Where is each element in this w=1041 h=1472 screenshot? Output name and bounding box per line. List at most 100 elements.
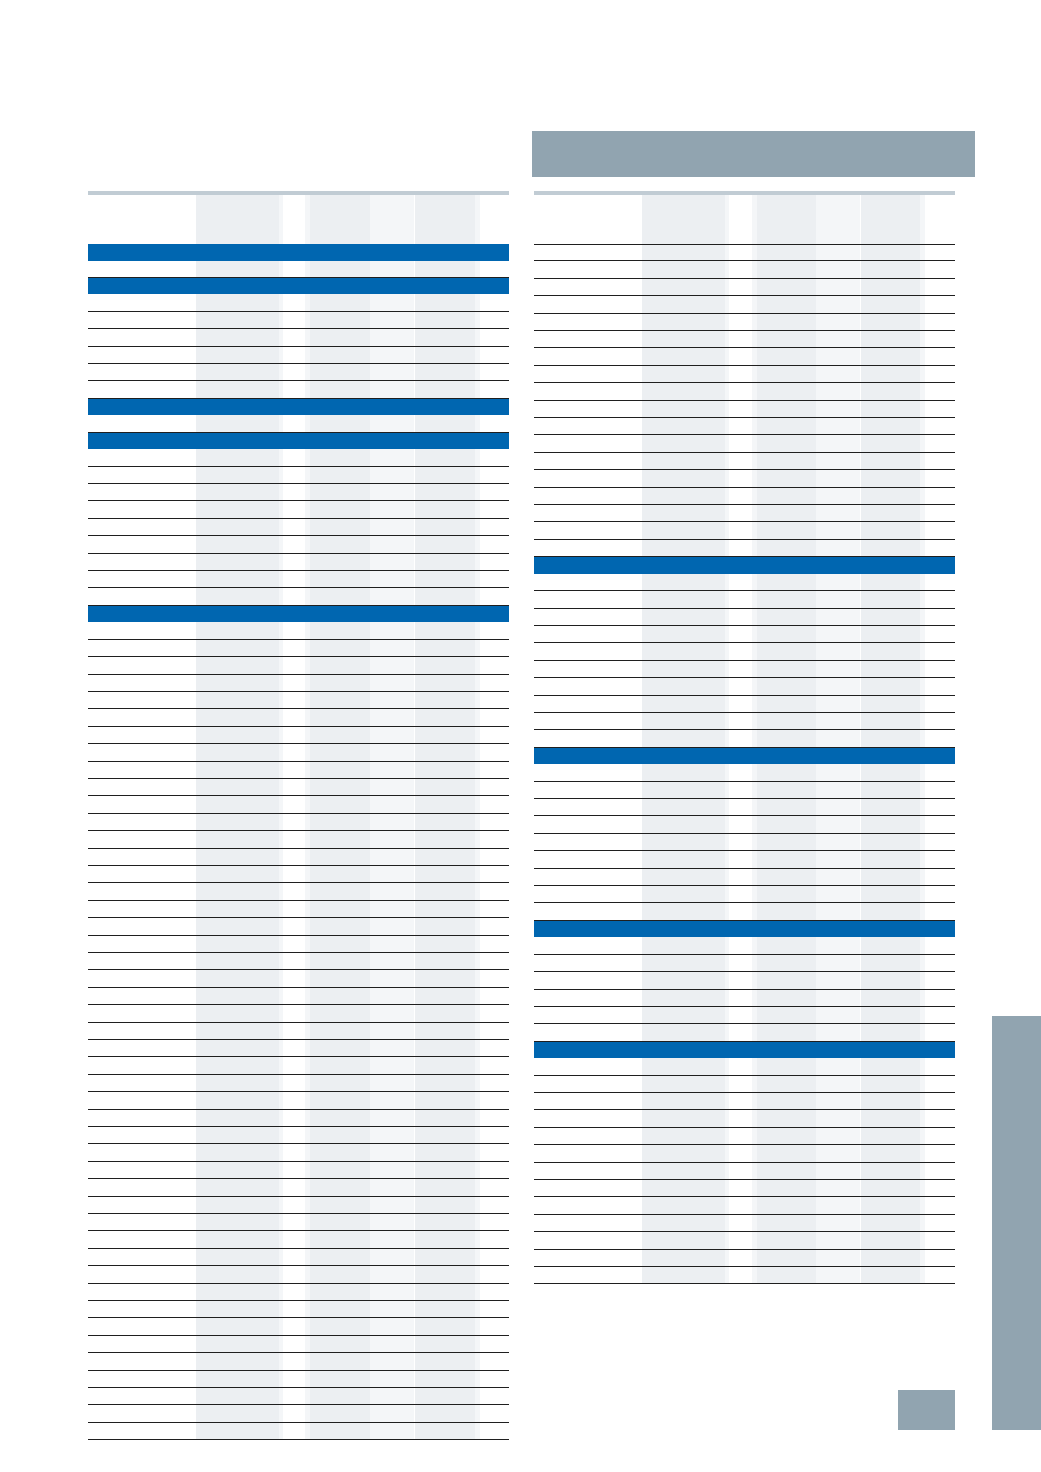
table-row <box>88 779 509 796</box>
row-rule <box>88 431 509 433</box>
shaded-column <box>861 195 920 1285</box>
row-rule <box>534 815 955 817</box>
row-rule <box>534 312 955 314</box>
table-row <box>88 831 509 848</box>
column-gap <box>920 195 925 1285</box>
row-rule <box>88 1386 509 1388</box>
row-rule <box>534 1283 955 1285</box>
row-rule <box>534 832 955 834</box>
shaded-column <box>642 195 725 1285</box>
row-rule <box>88 1334 509 1336</box>
table-row <box>534 903 955 920</box>
table-row <box>88 1092 509 1109</box>
column-gap <box>475 195 480 1441</box>
row-rule <box>534 902 955 904</box>
row-rule <box>534 746 955 748</box>
table-row <box>88 519 509 536</box>
row-rule <box>88 1056 509 1058</box>
table-row <box>88 1144 509 1161</box>
table-row <box>88 1266 509 1283</box>
table-row <box>88 1179 509 1196</box>
table-row <box>534 470 955 487</box>
row-rule <box>534 521 955 523</box>
section-band <box>88 432 509 450</box>
table-top-rule <box>534 191 955 195</box>
table-row <box>534 296 955 313</box>
row-rule <box>88 1317 509 1319</box>
row-rule <box>88 517 509 519</box>
row-rule <box>88 465 509 467</box>
table-row <box>88 814 509 831</box>
row-rule <box>88 760 509 762</box>
row-rule <box>88 397 509 399</box>
row-rule <box>534 434 955 436</box>
table-row <box>534 816 955 833</box>
table-row <box>88 1249 509 1266</box>
row-rule <box>534 1196 955 1198</box>
row-rule <box>534 1005 955 1007</box>
table-row <box>534 435 955 452</box>
row-rule <box>534 953 955 955</box>
table-row <box>534 609 955 626</box>
row-rule <box>88 380 509 382</box>
row-rule <box>88 552 509 554</box>
row-rule <box>534 399 955 401</box>
row-rule <box>534 1248 955 1250</box>
row-rule <box>534 295 955 297</box>
row-rule <box>534 364 955 366</box>
row-rule <box>534 1266 955 1267</box>
row-rule <box>534 1040 955 1042</box>
table-row <box>534 366 955 383</box>
table-row <box>534 1267 955 1284</box>
row-rule <box>88 1247 509 1249</box>
row-rule <box>534 607 955 609</box>
table-row <box>88 796 509 813</box>
table-row <box>534 643 955 660</box>
table-row <box>88 1388 509 1405</box>
row-rule <box>534 642 955 644</box>
row-rule <box>534 451 955 453</box>
table-row <box>88 744 509 761</box>
table-row <box>88 1162 509 1179</box>
table-row <box>88 1371 509 1388</box>
table-row <box>88 866 509 883</box>
row-rule <box>88 1265 509 1267</box>
row-rule <box>88 986 509 988</box>
row-rule <box>88 328 509 330</box>
row-rule <box>534 347 955 349</box>
row-rule <box>88 1439 509 1441</box>
table-row <box>88 1110 509 1127</box>
table-row <box>88 1023 509 1040</box>
table-row <box>88 484 509 501</box>
row-rule <box>534 1231 955 1233</box>
table-row <box>88 1318 509 1335</box>
row-rule <box>88 1352 509 1354</box>
row-rule <box>88 1125 509 1127</box>
row-rule <box>88 638 509 640</box>
table-row <box>534 626 955 643</box>
table-row <box>88 1231 509 1248</box>
row-rule <box>534 711 955 713</box>
table-row <box>88 1005 509 1022</box>
row-rule <box>534 1179 955 1180</box>
row-rule <box>88 1230 509 1232</box>
table-row <box>534 591 955 608</box>
row-rule <box>88 1178 509 1180</box>
table-row <box>534 696 955 713</box>
row-rule <box>88 1212 509 1214</box>
table-row <box>534 1250 955 1267</box>
row-rule <box>534 486 955 488</box>
table-row <box>88 953 509 970</box>
table-row <box>534 574 955 591</box>
table-row <box>534 1007 955 1024</box>
section-band <box>88 605 509 623</box>
row-rule <box>88 830 509 832</box>
row-rule <box>534 624 955 626</box>
table-row <box>88 536 509 553</box>
row-rule <box>534 277 955 279</box>
table-row <box>534 1163 955 1180</box>
table-row <box>534 886 955 903</box>
row-rule <box>88 535 509 537</box>
section-band <box>534 557 955 574</box>
table-row <box>534 331 955 348</box>
